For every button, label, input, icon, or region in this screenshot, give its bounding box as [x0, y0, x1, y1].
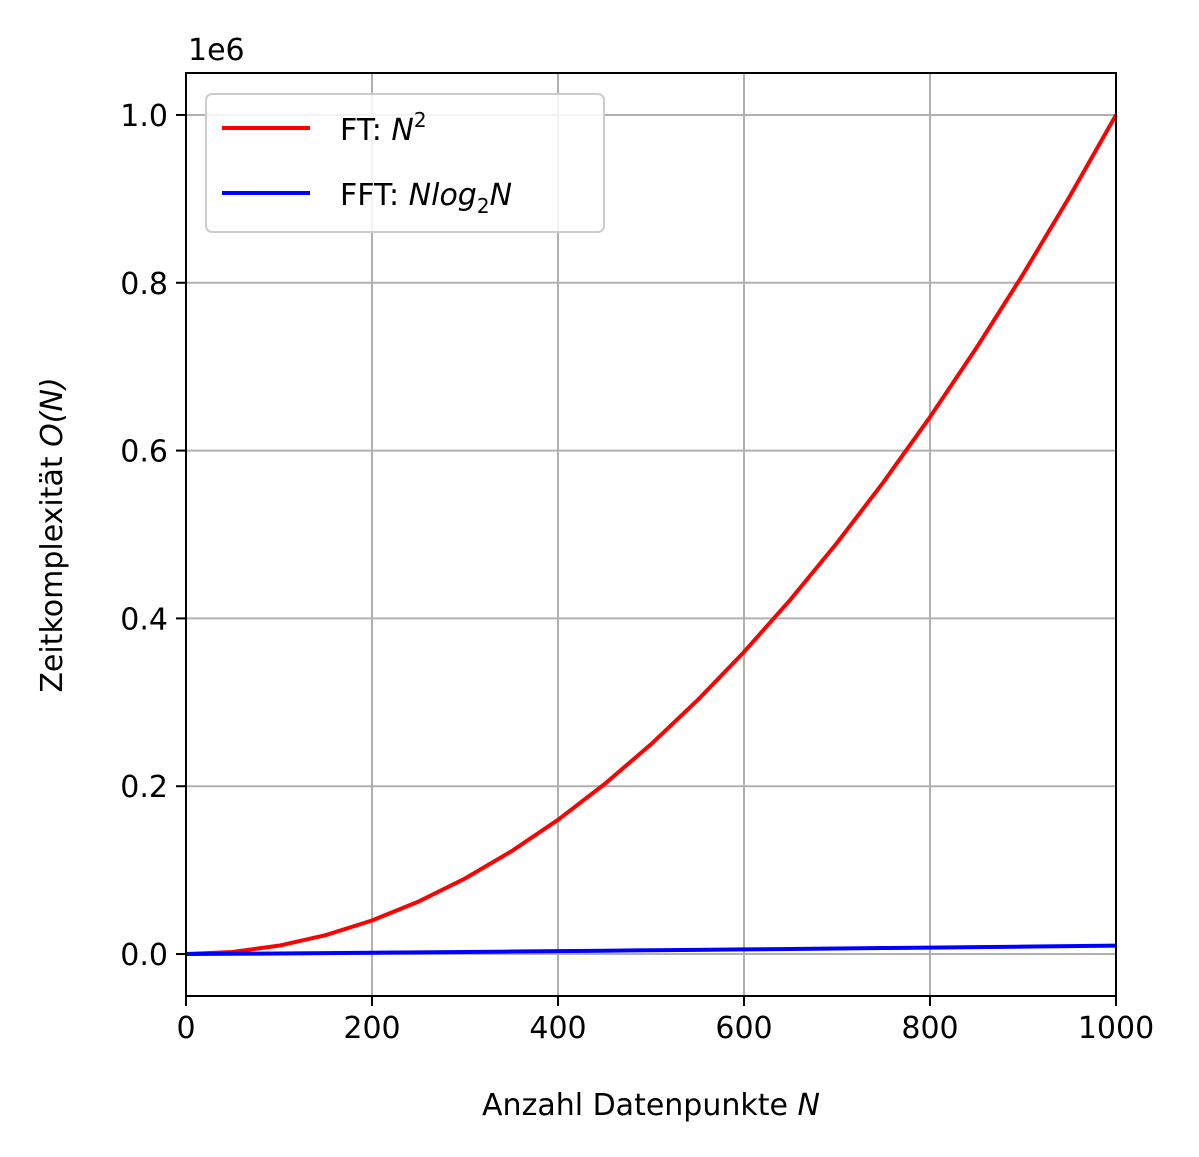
x-axis-label-text: Anzahl Datenpunkte — [482, 1088, 788, 1123]
y-tick-label: 1.0 — [120, 99, 168, 134]
x-axis-label-var: N — [798, 1088, 820, 1123]
series-line-fft — [186, 943, 1117, 957]
axes-frame — [185, 72, 1117, 997]
legend: FT: N2 FFT: Nlog2N — [205, 93, 605, 233]
x-axis-label: Anzahl Datenpunkte N — [482, 1088, 820, 1123]
y-offset-label: 1e6 — [188, 33, 245, 68]
y-axis-label-var: O(N) — [35, 377, 70, 446]
x-tick-label: 1000 — [1078, 1011, 1154, 1046]
x-tick-label: 0 — [176, 1011, 195, 1046]
legend-fft-math-end: N — [490, 178, 512, 213]
y-tick-label: 0.4 — [120, 602, 168, 637]
series-line-ft — [186, 113, 1118, 957]
y-axis-label-text: Zeitkomplexität — [35, 456, 70, 693]
legend-fft-math: Nlog — [409, 178, 477, 213]
x-tick-label: 600 — [715, 1011, 772, 1046]
legend-ft-math: N — [391, 113, 413, 148]
y-axis-label: Zeitkomplexität O(N) — [35, 377, 70, 692]
legend-ft-sup: 2 — [414, 108, 427, 132]
legend-ft-prefix: FT: — [340, 113, 391, 148]
legend-entry-fft: FFT: Nlog2N — [340, 178, 512, 218]
y-tick-label: 0.6 — [120, 435, 168, 470]
legend-entry-ft: FT: N2 — [340, 108, 427, 148]
legend-fft-sub: 2 — [477, 194, 490, 218]
y-tick-label: 0.0 — [120, 938, 168, 973]
x-tick-label: 800 — [901, 1011, 958, 1046]
y-tick-label: 0.2 — [120, 770, 168, 805]
legend-fft-prefix: FFT: — [340, 178, 409, 213]
x-tick-label: 400 — [529, 1011, 586, 1046]
ticks: 0 200 400 600 800 1000 0.0 0.2 0.4 0.6 0.8 1.0 — [120, 99, 1154, 1046]
x-tick-label: 200 — [343, 1011, 400, 1046]
y-tick-label: 0.8 — [120, 267, 168, 302]
series-layer — [186, 113, 1118, 957]
